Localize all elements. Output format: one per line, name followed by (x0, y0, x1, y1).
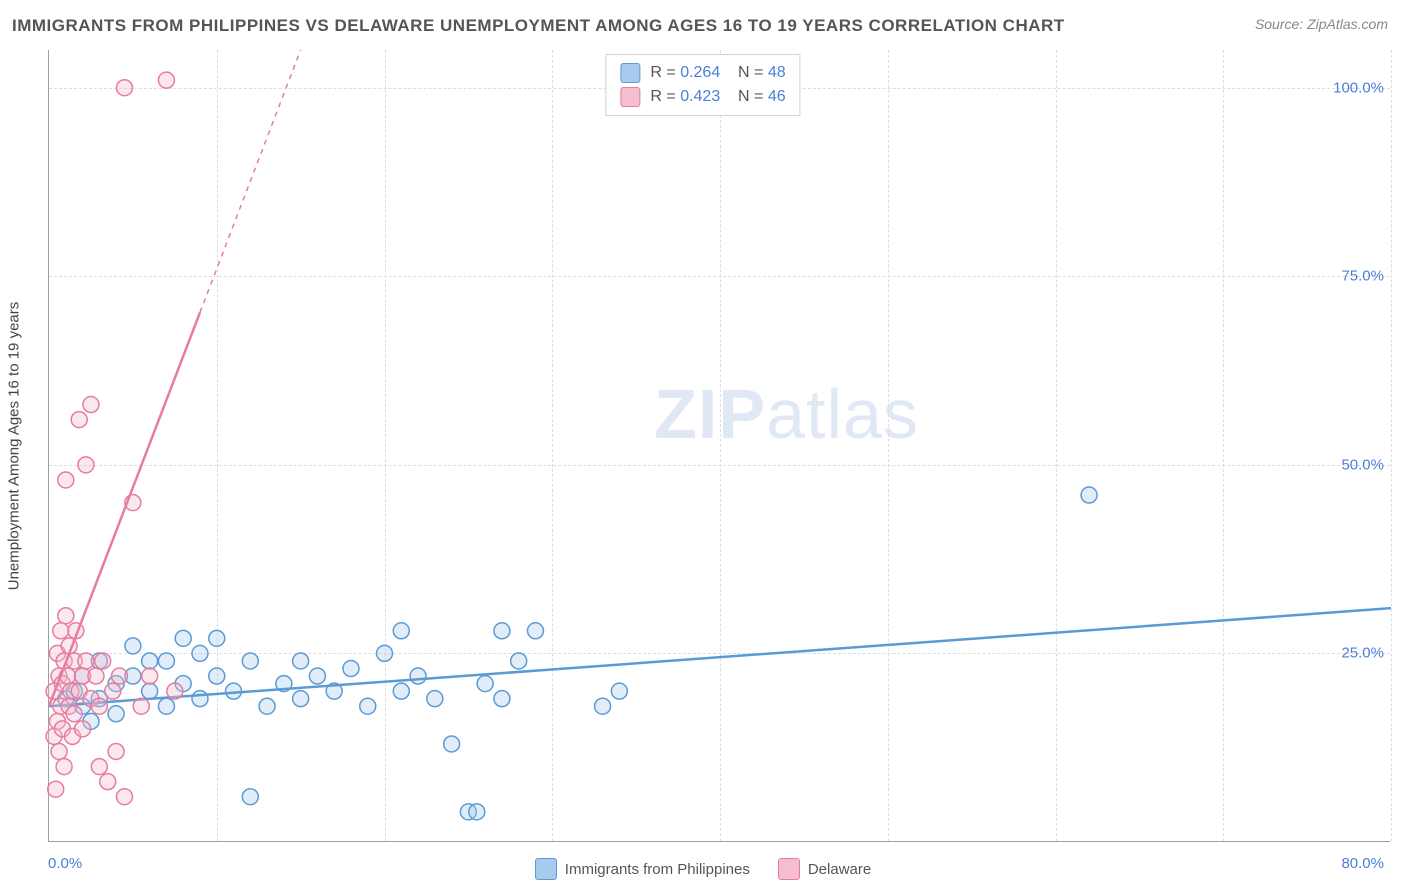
data-point (158, 653, 174, 669)
legend-swatch (778, 858, 800, 880)
data-point (78, 457, 94, 473)
data-point (108, 743, 124, 759)
data-point (105, 683, 121, 699)
data-point (595, 698, 611, 714)
data-point (142, 653, 158, 669)
source-label: Source: (1255, 16, 1303, 32)
legend-label: Immigrants from Philippines (565, 861, 750, 878)
y-tick-label: 50.0% (1341, 456, 1384, 473)
data-point (158, 72, 174, 88)
gridline-v (1391, 50, 1392, 841)
data-point (410, 668, 426, 684)
data-point (125, 638, 141, 654)
chart-svg (49, 50, 1390, 841)
stat-legend: R = 0.264 N = 48 R = 0.423 N = 46 (605, 54, 800, 116)
data-point (309, 668, 325, 684)
data-point (58, 472, 74, 488)
y-tick-label: 75.0% (1341, 268, 1384, 285)
data-point (209, 668, 225, 684)
stat-legend-row: R = 0.423 N = 46 (620, 85, 785, 109)
bottom-legend: Immigrants from Philippines Delaware (0, 858, 1406, 880)
data-point (116, 80, 132, 96)
data-point (377, 645, 393, 661)
data-point (142, 683, 158, 699)
data-point (167, 683, 183, 699)
legend-swatch (620, 63, 640, 83)
trend-line-dashed (200, 50, 301, 312)
data-point (142, 668, 158, 684)
y-axis-title: Unemployment Among Ages 16 to 19 years (6, 302, 23, 591)
data-point (71, 412, 87, 428)
legend-swatch (620, 87, 640, 107)
data-point (158, 698, 174, 714)
x-tick-label: 0.0% (48, 855, 82, 872)
y-tick-label: 100.0% (1333, 79, 1384, 96)
data-point (75, 721, 91, 737)
data-point (611, 683, 627, 699)
data-point (51, 743, 67, 759)
x-tick-label: 80.0% (1341, 855, 1384, 872)
data-point (91, 759, 107, 775)
data-point (133, 698, 149, 714)
data-point (175, 630, 191, 646)
data-point (95, 653, 111, 669)
data-point (494, 623, 510, 639)
data-point (360, 698, 376, 714)
data-point (1081, 487, 1097, 503)
data-point (259, 698, 275, 714)
data-point (242, 653, 258, 669)
data-point (66, 706, 82, 722)
stat-legend-row: R = 0.264 N = 48 (620, 61, 785, 85)
data-point (242, 789, 258, 805)
data-point (91, 698, 107, 714)
data-point (427, 691, 443, 707)
data-point (293, 653, 309, 669)
data-point (343, 661, 359, 677)
bottom-legend-item: Immigrants from Philippines (535, 858, 750, 880)
stat-legend-text: R = 0.264 N = 48 (650, 64, 785, 82)
bottom-legend-item: Delaware (778, 858, 871, 880)
source-attribution: Source: ZipAtlas.com (1255, 16, 1388, 32)
data-point (83, 397, 99, 413)
data-point (116, 789, 132, 805)
data-point (477, 676, 493, 692)
data-point (100, 774, 116, 790)
data-point (393, 683, 409, 699)
data-point (469, 804, 485, 820)
chart-title: IMMIGRANTS FROM PHILIPPINES VS DELAWARE … (12, 16, 1065, 36)
source-value: ZipAtlas.com (1307, 16, 1388, 32)
data-point (192, 691, 208, 707)
data-point (444, 736, 460, 752)
data-point (293, 691, 309, 707)
data-point (48, 781, 64, 797)
data-point (88, 668, 104, 684)
data-point (527, 623, 543, 639)
data-point (111, 668, 127, 684)
data-point (108, 706, 124, 722)
data-point (209, 630, 225, 646)
data-point (53, 623, 69, 639)
legend-swatch (535, 858, 557, 880)
data-point (56, 759, 72, 775)
data-point (78, 653, 94, 669)
data-point (192, 645, 208, 661)
data-point (511, 653, 527, 669)
data-point (494, 691, 510, 707)
y-tick-label: 25.0% (1341, 645, 1384, 662)
data-point (393, 623, 409, 639)
legend-label: Delaware (808, 861, 871, 878)
stat-legend-text: R = 0.423 N = 46 (650, 88, 785, 106)
data-point (58, 608, 74, 624)
plot-area: ZIPatlas (48, 50, 1390, 842)
